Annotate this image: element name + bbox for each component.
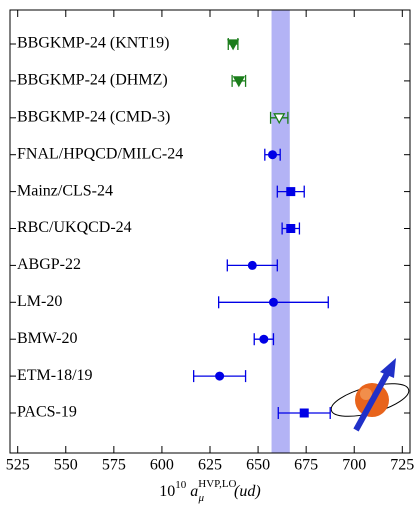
row-label: LM-20: [17, 293, 62, 310]
x-axis-label-part: HVP,LO: [198, 478, 236, 490]
row-label: Mainz/CLS-24: [17, 182, 113, 199]
point: [232, 76, 245, 88]
row-label: BMW-20: [17, 330, 77, 347]
x-axis-label-part: 10: [175, 479, 187, 491]
x-tick-label: 625: [198, 457, 222, 474]
x-axis-label-part: a: [190, 483, 198, 500]
point: [215, 371, 225, 381]
row-label: PACS-19: [17, 404, 77, 421]
x-tick-label: 525: [6, 457, 30, 474]
point: [268, 150, 277, 160]
x-axis-label: 1010 aHVP,LO μ (ud): [159, 478, 260, 504]
row-label: FNAL/HPQCD/MILC-24: [17, 145, 183, 162]
row-label: ABGP-22: [17, 256, 81, 273]
point: [268, 297, 278, 307]
x-axis-label-part: (ud): [234, 483, 261, 500]
point: [273, 113, 286, 125]
row-label: BBGKMP-24 (CMD-3): [17, 108, 170, 125]
point: [286, 224, 296, 233]
x-tick-label: 600: [150, 457, 174, 474]
point: [226, 39, 240, 51]
logo: [330, 358, 410, 432]
x-tick-label: 725: [390, 457, 414, 474]
point: [299, 408, 309, 418]
x-tick-label: 575: [102, 457, 126, 474]
point: [286, 187, 296, 197]
row-label: ETM-18/19: [17, 367, 93, 384]
point: [259, 334, 269, 344]
row-label: BBGKMP-24 (KNT19): [17, 35, 169, 52]
band: [271, 10, 290, 453]
x-axis-label-part: μ: [198, 492, 205, 504]
point: [247, 260, 257, 270]
x-tick-label: 550: [54, 457, 78, 474]
row-label: RBC/UKQCD-24: [17, 219, 132, 236]
x-axis-label-part: 10: [159, 483, 175, 500]
x-tick-label: 650: [246, 457, 270, 474]
row-label: BBGKMP-24 (DHMZ): [17, 72, 168, 89]
x-tick-label: 675: [294, 457, 318, 474]
x-tick-label: 700: [342, 457, 366, 474]
